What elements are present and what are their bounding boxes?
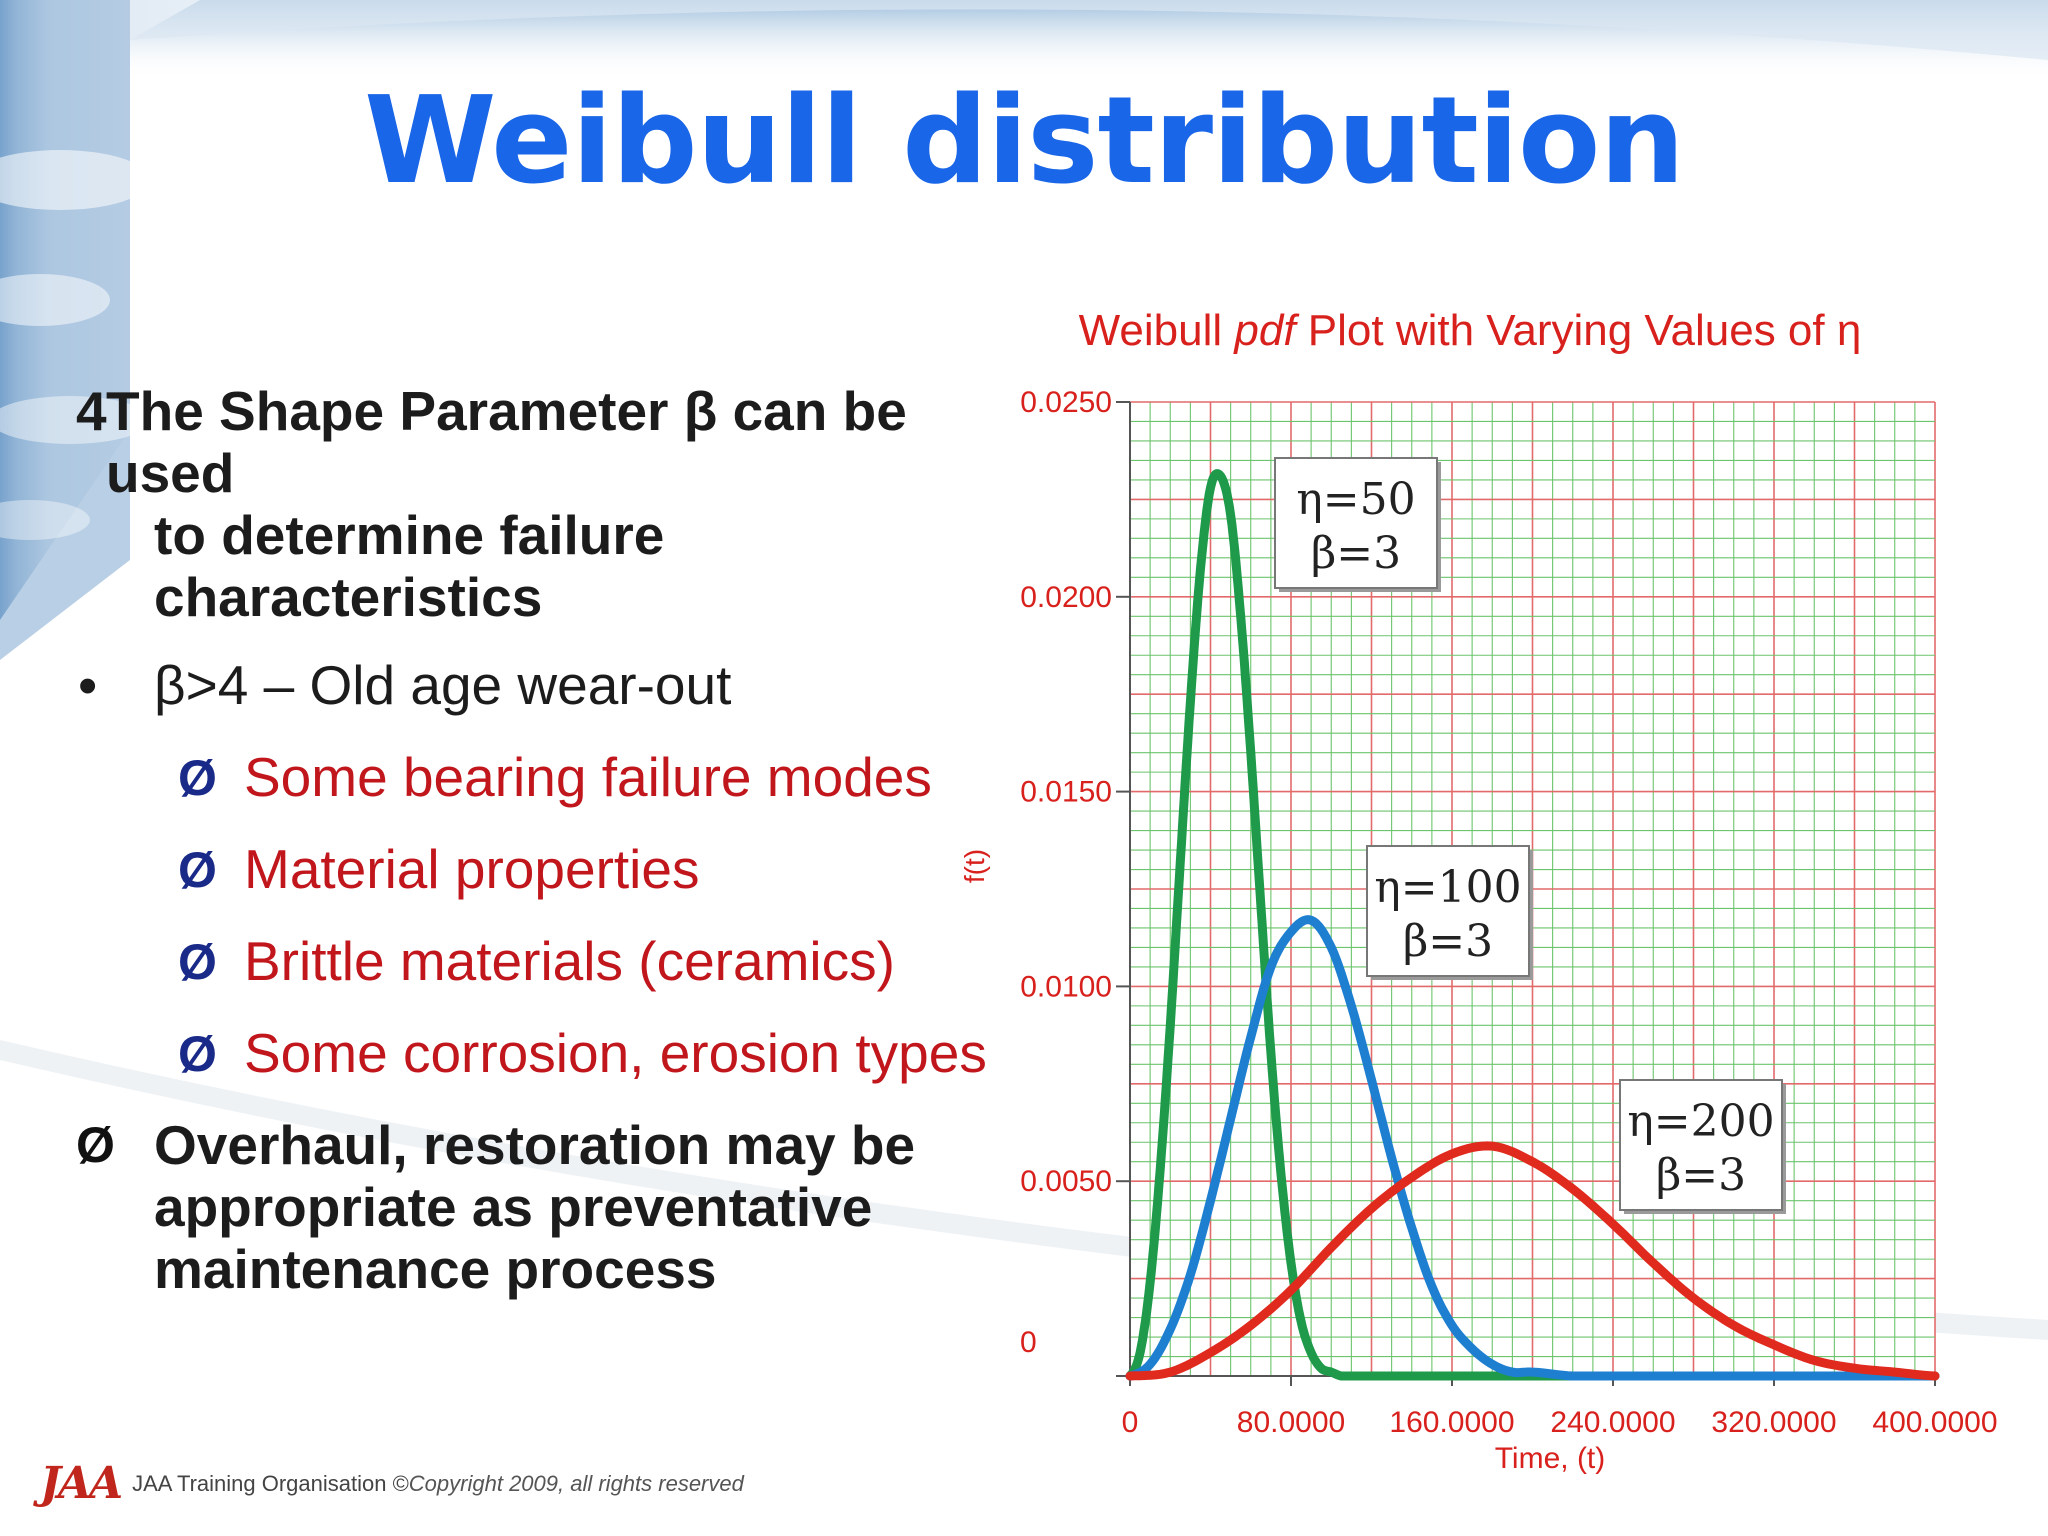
sub-bullet: Ø Some bearing failure modes xyxy=(76,746,1016,808)
main-bullet-number: 4 xyxy=(76,380,107,442)
sub-bullet: Ø Material properties xyxy=(76,838,1016,900)
arrow-bullet-icon: Ø xyxy=(76,1117,115,1173)
sub-bullet: Ø Some corrosion, erosion types xyxy=(76,1022,1016,1084)
series-label-box xyxy=(1274,457,1438,589)
series-label-eta: η=50 xyxy=(1296,474,1415,525)
beta-bullet: • β>4 – Old age wear-out xyxy=(76,654,1016,716)
overhaul-line-2: appropriate as preventative xyxy=(154,1176,873,1238)
x-tick-label: 320.0000 xyxy=(1711,1406,1836,1439)
y-tick-label: 0.0250 xyxy=(1020,386,1112,419)
y-axis-label: f(t) xyxy=(959,849,990,883)
series-label-box xyxy=(1366,845,1530,977)
series-label-eta: η=100 xyxy=(1374,862,1521,913)
x-tick-label: 0 xyxy=(1122,1406,1139,1439)
arrow-bullet-icon: Ø xyxy=(178,1026,217,1082)
series-label-eta: η=200 xyxy=(1627,1096,1774,1147)
footer-org: JAA Training Organisation © xyxy=(132,1470,409,1496)
series-line xyxy=(1125,915,1940,1381)
arrow-bullet-icon: Ø xyxy=(178,750,217,806)
sub-bullet-text: Brittle materials (ceramics) xyxy=(244,930,895,992)
overhaul-line-1: Overhaul, restoration may be xyxy=(154,1114,916,1176)
arrow-bullet-icon: Ø xyxy=(178,934,217,990)
series-label-beta: β=3 xyxy=(1403,916,1493,967)
sub-bullet-text: Material properties xyxy=(244,838,700,900)
sub-bullet-text: Some bearing failure modes xyxy=(244,746,932,808)
series-line xyxy=(1125,469,1940,1381)
main-bullet-line-2: to determine failure characteristics xyxy=(154,504,665,628)
y-tick-label: 0 xyxy=(1020,1326,1037,1359)
y-tick-label: 0.0200 xyxy=(1020,581,1112,614)
chart-series xyxy=(1125,469,1940,1381)
bullet-dot-icon: • xyxy=(78,654,98,716)
series-label-beta: β=3 xyxy=(1656,1150,1746,1201)
x-axis-label: Time, (t) xyxy=(1495,1442,1606,1475)
footer: JAA JAA Training Organisation ©Copyright… xyxy=(40,1458,744,1509)
beta-bullet-text: β>4 – Old age wear-out xyxy=(154,654,732,716)
y-tick-label: 0.0100 xyxy=(1020,970,1112,1003)
overhaul-line-3: maintenance process xyxy=(154,1238,717,1300)
arrow-bullet-icon: Ø xyxy=(178,842,217,898)
y-tick-label: 0.0050 xyxy=(1020,1165,1112,1198)
x-tick-label: 80.0000 xyxy=(1237,1406,1345,1439)
footer-text: JAA Training Organisation ©Copyright 200… xyxy=(132,1471,744,1497)
x-tick-label: 160.0000 xyxy=(1389,1406,1514,1439)
sub-bullet: Ø Brittle materials (ceramics) xyxy=(76,930,1016,992)
overhaul-bullet: Ø Overhaul, restoration may be appropria… xyxy=(76,1114,1016,1300)
bullet-list: 4 The Shape Parameter β can be used to d… xyxy=(76,380,1016,1300)
slide-title: Weibull distribution xyxy=(364,72,1685,211)
series-line xyxy=(1125,1141,1940,1381)
chart-title: Weibull pdf Plot with Varying Values of … xyxy=(1079,306,1862,355)
footer-copyright: Copyright 2009, all rights reserved xyxy=(408,1470,744,1496)
main-bullet: 4 The Shape Parameter β can be used to d… xyxy=(76,380,1016,628)
x-tick-label: 240.0000 xyxy=(1550,1406,1675,1439)
x-tick-label: 400.0000 xyxy=(1872,1406,1997,1439)
chart-axes: 0 80.0000 160.0000 240.0000 320.0000 400.0000… xyxy=(1020,386,1998,1439)
sub-bullet-text: Some corrosion, erosion types xyxy=(244,1022,987,1084)
y-tick-label: 0.0150 xyxy=(1020,776,1112,809)
series-label-beta: β=3 xyxy=(1311,528,1401,579)
main-bullet-line-1: The Shape Parameter β can be used xyxy=(106,380,907,504)
jaa-logo: JAA xyxy=(40,1458,123,1509)
series-label-box xyxy=(1619,1079,1783,1211)
